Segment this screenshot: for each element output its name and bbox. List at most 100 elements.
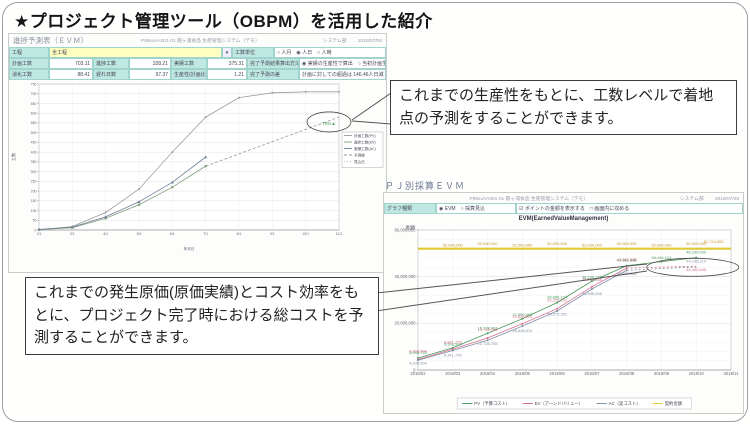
svg-text:15,728,667: 15,728,667 xyxy=(478,325,499,330)
svg-text:600: 600 xyxy=(31,112,37,116)
svg-text:21,980,482: 21,980,482 xyxy=(512,312,533,317)
svg-text:18,828,814: 18,828,814 xyxy=(512,328,533,333)
svg-text:34,698,536: 34,698,536 xyxy=(582,291,603,296)
productivity-label: 生産性(計画比) xyxy=(171,69,207,80)
svg-text:70%▲: 70%▲ xyxy=(322,121,335,126)
page-title: ★プロジェクト管理ツール（OBPM）を活用した紹介 xyxy=(14,12,433,31)
evm-forecast-doc-ref: P99xxAA001-01 霞ヶ浦食品 生産管理システム（デモ） xyxy=(141,39,260,44)
svg-text:6/1: 6/1 xyxy=(170,232,175,236)
svg-text:2018/11: 2018/11 xyxy=(724,371,739,376)
svg-text:52,000,000: 52,000,000 xyxy=(617,241,638,246)
svg-text:2018/09: 2018/09 xyxy=(654,371,670,376)
callout-productivity-text: これまでの生産性をもとに、工数レベルで着地点の予測をすることができます。 xyxy=(399,87,714,127)
svg-text:2018/08: 2018/08 xyxy=(619,371,635,376)
process-input[interactable]: 全工程 xyxy=(49,47,222,58)
svg-text:550: 550 xyxy=(31,121,37,125)
svg-text:8,341,726: 8,341,726 xyxy=(444,353,463,358)
callout-productivity: これまでの生産性をもとに、工数レベルで着地点の予測をすることができます。 xyxy=(390,80,737,135)
unit-radio-group[interactable]: ○ 人月 ◉ 人日 ○ 人時 xyxy=(274,47,386,58)
svg-text:金額: 金額 xyxy=(405,224,415,231)
svg-text:650: 650 xyxy=(31,102,37,106)
svg-text:250: 250 xyxy=(31,180,37,184)
pj-evm-header: P99xxAA001-01 霞ヶ浦食品 生産管理システム（デモ） システム部 2… xyxy=(384,193,743,203)
form-row-plan: 計画工数 703.11 進捗工数 328.21 実績工数 375.31 完了予測… xyxy=(9,58,386,69)
svg-text:40,000,000: 40,000,000 xyxy=(395,274,417,279)
svg-text:12,728,785: 12,728,785 xyxy=(478,341,499,346)
svg-text:2018/05: 2018/05 xyxy=(515,371,531,376)
evm-cost-chart: 0 20,000,000 40,000,000 60,000,000 2018/02 20… xyxy=(395,224,740,410)
evm-forecast-window: 進捗予測表（ＥＶＭ） P99xxAA001-01 霞ヶ浦食品 生産管理システム（… xyxy=(8,33,387,273)
svg-text:8/1: 8/1 xyxy=(237,232,242,236)
svg-text:工数: 工数 xyxy=(10,153,16,161)
svg-text:11/1: 11/1 xyxy=(336,232,343,236)
svg-text:4/1: 4/1 xyxy=(103,232,108,236)
pj-evm-date: 2018/07/08 xyxy=(714,196,739,202)
svg-text:5/1: 5/1 xyxy=(137,232,142,236)
form-row-process: 工程 全工程 ▾ 工数単位 ○ 人月 ◉ 人日 ○ 人時 xyxy=(9,47,386,58)
evm-hours-chart: 0 50 100 150 200 250 300 350 400 450 500 550 600 650 7… xyxy=(10,82,384,251)
svg-text:9/1: 9/1 xyxy=(270,232,275,236)
pj-evm-doc-ref: P99xxAA001-01 霞ヶ浦食品 生産管理システム（デモ） xyxy=(469,196,589,202)
svg-text:100: 100 xyxy=(31,209,37,213)
svg-text:2018/02: 2018/02 xyxy=(410,371,426,376)
svg-text:契約金額: 契約金額 xyxy=(665,400,683,407)
svg-text:0: 0 xyxy=(413,367,416,372)
svg-text:13,728,785: 13,728,785 xyxy=(478,327,499,332)
delay-days-value: 97.37 xyxy=(129,69,171,80)
svg-text:8,941,726: 8,941,726 xyxy=(444,340,463,345)
callout-cost: これまでの発生原価(原価実績)とコスト効率をもとに、プロジェクト完了時における総… xyxy=(25,277,379,355)
svg-text:AC（実コスト）: AC（実コスト） xyxy=(609,400,641,407)
form-row-consumed: 消化工数 88.41 遅れ日数 97.37 生産性(計画比) 1.21 完了予測… xyxy=(9,69,386,80)
svg-text:2018/04: 2018/04 xyxy=(480,371,496,376)
svg-text:52,000,000: 52,000,000 xyxy=(443,243,464,248)
svg-text:500: 500 xyxy=(31,131,37,135)
process-label: 工程 xyxy=(9,47,49,58)
calc-method-radio-group[interactable]: ◉ 実績の生産性で算出 ○ 当初計画生産性で算出 xyxy=(299,58,386,69)
svg-text:48,150,000: 48,150,000 xyxy=(686,250,707,255)
svg-text:2018/03: 2018/03 xyxy=(445,371,461,376)
forecast-diff-value: 計画に対しての超過は 146.46人日減 xyxy=(299,69,386,80)
progress-hours-value: 328.21 xyxy=(129,58,171,69)
callout-cost-text: これまでの発生原価(原価実績)とコスト効率をもとに、プロジェクト完了時における総… xyxy=(34,284,364,346)
graph-type-radio-group[interactable]: ◉ EVM ○ 採算見込 xyxy=(436,203,516,214)
svg-text:26,275,251: 26,275,251 xyxy=(547,298,568,303)
svg-text:見込日: 見込日 xyxy=(354,159,365,164)
pj-evm-dept: システム部 xyxy=(679,196,704,202)
svg-text:450: 450 xyxy=(31,141,37,145)
svg-text:46,446,124: 46,446,124 xyxy=(651,255,672,260)
svg-text:進捗工数(EV): 進捗工数(EV) xyxy=(354,139,376,144)
productivity-value: 1.21 xyxy=(207,69,247,80)
svg-text:42,682,888: 42,682,888 xyxy=(617,271,638,276)
svg-text:9,508,504: 9,508,504 xyxy=(444,341,463,346)
svg-text:150: 150 xyxy=(31,199,37,203)
calc-method-label: 完了予測結果算出方法 xyxy=(247,58,299,69)
svg-text:52,000,000: 52,000,000 xyxy=(547,241,568,246)
svg-text:実績工数(AC): 実績工数(AC) xyxy=(354,146,376,151)
svg-text:50: 50 xyxy=(33,219,37,223)
svg-text:5,098,725: 5,098,725 xyxy=(409,350,428,355)
svg-text:43,682,888: 43,682,888 xyxy=(617,257,638,262)
svg-text:52,000,000: 52,000,000 xyxy=(582,243,603,248)
svg-text:51,724,000: 51,724,000 xyxy=(704,239,725,244)
svg-text:52,000,000: 52,000,000 xyxy=(512,243,533,248)
dropdown-arrow-icon[interactable]: ▾ xyxy=(222,47,232,58)
evm-forecast-date: 2018/07/08 xyxy=(357,39,382,44)
svg-text:44,682,888: 44,682,888 xyxy=(617,258,638,263)
unit-label: 工数単位 xyxy=(232,47,274,58)
svg-text:19,828,814: 19,828,814 xyxy=(512,314,533,319)
svg-text:2/1: 2/1 xyxy=(37,232,42,236)
actual-hours-label: 実績工数 xyxy=(171,58,207,69)
svg-text:0: 0 xyxy=(35,228,37,232)
graph-type-row: グラフ種類 ◉ EVM ○ 採算見込 ☑ ポイントの金額を表示する □ 画面内に… xyxy=(384,203,743,214)
svg-text:25,275,251: 25,275,251 xyxy=(547,312,568,317)
svg-text:4,508,504: 4,508,504 xyxy=(409,348,428,353)
svg-text:年月日: 年月日 xyxy=(184,246,195,251)
pj-evm-window: P99xxAA001-01 霞ヶ浦食品 生産管理システム（デモ） システム部 2… xyxy=(383,192,744,414)
svg-text:2018/06: 2018/06 xyxy=(550,371,566,376)
svg-text:2018/07: 2018/07 xyxy=(584,371,600,376)
consumed-hours-label: 消化工数 xyxy=(9,69,49,80)
display-options-checkboxes[interactable]: ☑ ポイントの金額を表示する □ 画面内に収める xyxy=(516,203,743,214)
evm-forecast-title: 進捗予測表（ＥＶＭ） xyxy=(13,36,88,45)
svg-text:52,000,000: 52,000,000 xyxy=(686,241,707,246)
svg-text:2018/10: 2018/10 xyxy=(689,371,705,376)
